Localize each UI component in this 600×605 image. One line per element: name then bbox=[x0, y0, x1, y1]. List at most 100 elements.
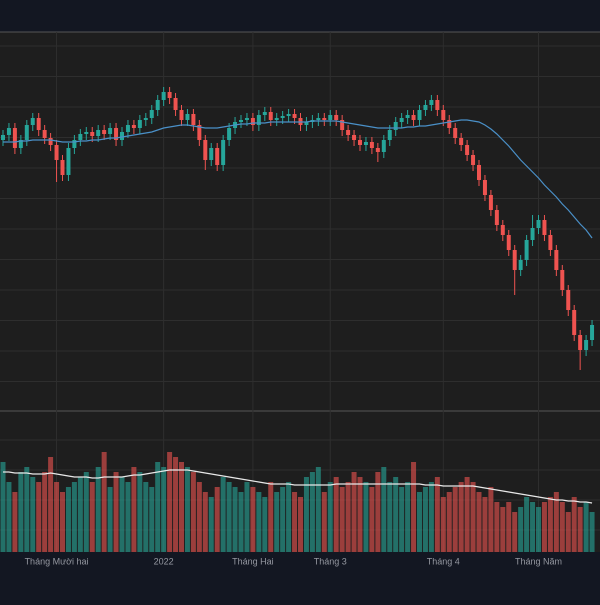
volume-bar bbox=[107, 487, 113, 552]
volume-bar bbox=[196, 482, 202, 552]
volume-bar bbox=[71, 482, 77, 552]
candle-body bbox=[227, 128, 232, 140]
candle-body bbox=[506, 235, 511, 250]
volume-bar bbox=[440, 497, 446, 552]
volume-bar bbox=[292, 492, 298, 552]
candle-body bbox=[60, 160, 65, 175]
candle-body bbox=[578, 335, 583, 350]
candle-body bbox=[173, 98, 178, 110]
candle-body bbox=[340, 120, 345, 130]
candle-body bbox=[215, 148, 220, 165]
x-tick-label: 2022 bbox=[154, 556, 174, 566]
candle-body bbox=[393, 122, 398, 130]
candle-body bbox=[524, 240, 529, 260]
candle-body bbox=[96, 130, 101, 136]
volume-bar bbox=[506, 502, 512, 552]
candle-body bbox=[1, 135, 5, 140]
candle-body bbox=[292, 114, 297, 118]
candle-body bbox=[244, 118, 249, 120]
candle-body bbox=[548, 235, 553, 250]
candle-body bbox=[381, 140, 386, 152]
volume-bar bbox=[77, 477, 83, 552]
volume-bar bbox=[54, 482, 60, 552]
candle-body bbox=[221, 140, 226, 165]
candle-body bbox=[24, 125, 29, 140]
candle-body bbox=[108, 128, 113, 134]
candle-body bbox=[155, 100, 160, 110]
volume-bar bbox=[131, 467, 137, 552]
x-tick-label: Tháng Hai bbox=[232, 556, 274, 566]
candle-body bbox=[477, 165, 481, 180]
candle-body bbox=[560, 270, 565, 290]
candle-body bbox=[435, 100, 440, 110]
volume-bar bbox=[220, 477, 226, 552]
volume-bar bbox=[547, 497, 553, 552]
candle-body bbox=[256, 115, 261, 125]
volume-bar bbox=[0, 462, 6, 552]
candle-body bbox=[494, 210, 499, 225]
volume-bar bbox=[428, 482, 434, 552]
volume-bar bbox=[298, 497, 303, 552]
volume-bar bbox=[405, 482, 411, 552]
candle-body bbox=[120, 132, 124, 140]
candle-body bbox=[399, 118, 404, 122]
volume-bar bbox=[422, 487, 428, 552]
candle-body bbox=[387, 130, 392, 140]
volume-bar bbox=[250, 487, 256, 552]
volume-bar bbox=[309, 472, 315, 552]
candle-body bbox=[441, 110, 446, 120]
x-tick-label: Tháng Mười hai bbox=[25, 556, 89, 566]
candle-body bbox=[566, 290, 571, 310]
ma-line bbox=[3, 119, 593, 239]
volume-bar bbox=[89, 482, 95, 552]
volume-bar bbox=[482, 497, 488, 552]
candle-body bbox=[84, 132, 89, 134]
candle-body bbox=[131, 125, 136, 128]
volume-bar bbox=[434, 477, 440, 552]
candle-body bbox=[453, 128, 458, 138]
volume-bar bbox=[83, 472, 89, 552]
candle-body bbox=[203, 140, 208, 160]
volume-bar bbox=[280, 487, 286, 552]
volume-bar bbox=[42, 472, 48, 552]
volume-bar bbox=[65, 487, 71, 552]
candle-body bbox=[167, 92, 172, 98]
volume-bar bbox=[417, 492, 422, 552]
volume-bar bbox=[232, 487, 238, 552]
candle-body bbox=[30, 118, 35, 125]
volume-bar bbox=[369, 487, 375, 552]
candle-body bbox=[471, 155, 476, 165]
volume-bar bbox=[494, 502, 500, 552]
candle-body bbox=[334, 115, 339, 120]
volume-bar bbox=[315, 467, 321, 552]
candle-body bbox=[36, 118, 41, 130]
candle-body bbox=[554, 250, 559, 270]
candle-body bbox=[518, 260, 523, 270]
candle-body bbox=[185, 114, 190, 120]
candle-body bbox=[250, 118, 255, 125]
volume-ma-line bbox=[3, 469, 593, 504]
volume-bar bbox=[155, 462, 161, 552]
volume-bar bbox=[452, 487, 458, 552]
volume-bar bbox=[458, 482, 464, 552]
candle-body bbox=[512, 250, 517, 270]
volume-bar bbox=[351, 472, 357, 552]
volume-bar bbox=[179, 462, 184, 552]
candle-body bbox=[482, 180, 487, 195]
candle-body bbox=[429, 100, 434, 105]
candle-body bbox=[191, 114, 196, 125]
candle-body bbox=[161, 92, 166, 100]
candle-body bbox=[102, 130, 107, 134]
candle-body bbox=[411, 115, 416, 120]
volume-bar bbox=[536, 507, 541, 552]
candle-body bbox=[328, 115, 333, 120]
volume-bar bbox=[286, 482, 292, 552]
candle-body bbox=[500, 225, 505, 235]
volume-bar bbox=[476, 492, 482, 552]
x-tick-label: Tháng 3 bbox=[314, 556, 347, 566]
volume-bar bbox=[202, 492, 208, 552]
volume-bar bbox=[363, 482, 369, 552]
candle-body bbox=[42, 130, 47, 138]
candle-body bbox=[405, 115, 410, 118]
